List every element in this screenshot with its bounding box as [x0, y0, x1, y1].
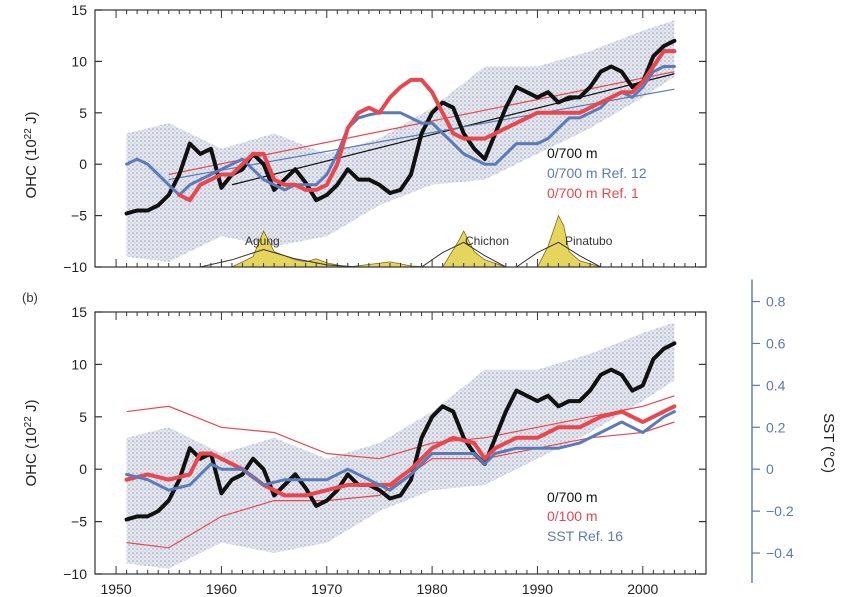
panel-b-xtick-label-1950: 1950 [100, 581, 131, 597]
panel-a: −10 −5 0 5 10 15 Agung Chichon Pinatubo 0/700… [23, 2, 707, 275]
panel-a-series-1 [125, 65, 676, 197]
panel-b-xtick-label-1980: 1980 [417, 581, 448, 597]
panel-b-sst-axis: −0.4 −0.2 0 0.2 0.4 0.6 0.8 [751, 279, 794, 584]
volcano-aerosol-0 [231, 230, 433, 267]
panel-a-ytick-label-1: −5 [71, 208, 87, 224]
panel-b-ytick-label-5: 15 [71, 304, 87, 320]
volcano-smooth-0 [200, 248, 359, 267]
legend-a-entry-ref12: 0/700 m Ref. 12 [547, 165, 647, 181]
panel-a-y-axis-label: OHC (1022 J) [23, 112, 40, 199]
volcano-label-chichon: Chichon [465, 234, 509, 248]
panel-b-envelope-area [126, 322, 675, 569]
panel-a-series-lines [124, 38, 677, 216]
panel-a-volcano-layer [200, 214, 601, 267]
panel-b-series-0 [124, 341, 677, 522]
panel-a-ytick-label-2: 0 [79, 156, 87, 172]
volcano-smooth-1 [421, 241, 507, 267]
panel-a-ytick-label-5: 15 [71, 2, 87, 18]
legend-b-entry-0100: 0/100 m [547, 508, 598, 524]
panel-a-ytick-label-0: −10 [63, 259, 87, 275]
panel-b-xtick-label-2000: 2000 [627, 581, 658, 597]
panel-b-ytick-label-0: −10 [63, 566, 87, 582]
panel-b-series-lines [124, 341, 677, 522]
panel-b-ytick-label-4: 10 [71, 356, 87, 372]
panel-b-ytick-label-2: 0 [79, 461, 87, 477]
panel-b-uncertainty-envelope [126, 322, 675, 569]
panel-b-label: (b) [22, 290, 38, 305]
volcano-aerosol-2 [536, 214, 601, 267]
legend-b-entry-0700: 0/700 m [547, 489, 598, 505]
panel-b-y-axis-label: OHC (1022 J) [23, 400, 40, 487]
panel-b-ytick-label-1: −5 [71, 514, 87, 530]
sst-tick-label-0: −0.4 [766, 545, 794, 561]
volcano-smooth-2 [516, 241, 601, 267]
legend-a-entry-0700: 0/700 m [547, 145, 598, 161]
panel-b-ytick-label-3: 5 [79, 409, 87, 425]
legend-a-entry-ref1: 0/700 m Ref. 1 [547, 185, 639, 201]
panel-a-envelope-area [126, 20, 675, 262]
sst-tick-label-1: −0.2 [766, 503, 794, 519]
panel-a-uncertainty-envelope [126, 20, 675, 262]
panel-a-axis-ticks: −10 −5 0 5 10 15 [63, 2, 706, 275]
panel-b-sst-axis-label: SST (°C) [820, 413, 837, 473]
panel-b-xtick-label-1970: 1970 [311, 581, 342, 597]
panel-b-series-1 [124, 404, 677, 498]
legend-b-entry-sst: SST Ref. 16 [547, 528, 623, 544]
sst-tick-label-2: 0 [766, 461, 774, 477]
sst-tick-label-3: 0.2 [766, 419, 786, 435]
sst-tick-label-4: 0.4 [766, 377, 786, 393]
sst-tick-label-6: 0.8 [766, 294, 786, 310]
volcano-label-agung: Agung [245, 234, 280, 248]
panel-a-ytick-label-3: 5 [79, 105, 87, 121]
panel-a-series-2 [177, 49, 677, 203]
volcano-aerosol-1 [442, 230, 506, 267]
panel-b-xtick-label-1960: 1960 [206, 581, 237, 597]
panel-b-bound-0 [126, 395, 675, 460]
panel-b-axis-ticks: −10 −5 0 5 10 15 1950 1960 1970 1980 1990 2000 [63, 304, 706, 597]
sst-tick-label-5: 0.6 [766, 335, 786, 351]
volcano-label-pinatubo: Pinatubo [565, 234, 613, 248]
panel-b-xtick-label-1990: 1990 [522, 581, 553, 597]
panel-a-ytick-label-4: 10 [71, 53, 87, 69]
panel-b-series-2 [125, 410, 676, 492]
